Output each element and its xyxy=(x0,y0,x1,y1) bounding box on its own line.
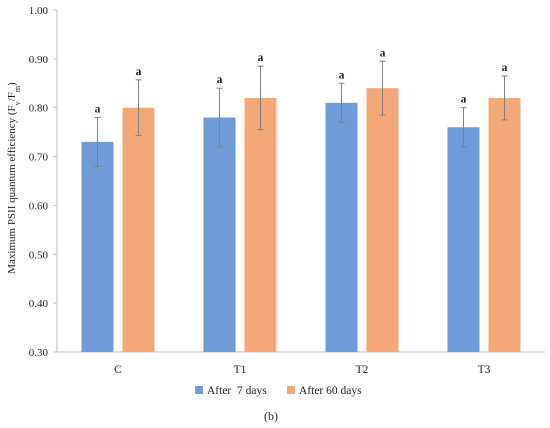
error-bar xyxy=(257,65,264,131)
y-tick-label: 0.60 xyxy=(29,200,49,212)
y-tick-label: 0.70 xyxy=(29,152,49,164)
bar-after-7-days-t3 xyxy=(447,127,480,352)
significance-label: a xyxy=(258,52,264,64)
significance-labels: a a a a a a a a xyxy=(95,47,508,115)
bar-after-60-days-t3 xyxy=(488,97,521,352)
significance-label: a xyxy=(380,47,386,59)
significance-label: a xyxy=(95,103,101,115)
y-axis-label-main: Maximum PSII quantum efficiency (F xyxy=(6,105,18,273)
significance-label: a xyxy=(217,74,223,86)
y-tick-label: 0.80 xyxy=(29,103,49,115)
x-tick-label: T2 xyxy=(356,364,369,376)
x-tick-label: T3 xyxy=(478,364,491,376)
y-axis-label-mid: /F xyxy=(6,92,18,101)
error-bar xyxy=(338,82,345,123)
bar-after-60-days-t1 xyxy=(244,97,277,352)
legend-label-series-1: After 7 days xyxy=(207,385,267,397)
y-tick-label: 0.40 xyxy=(29,298,49,310)
error-bar xyxy=(94,116,101,167)
x-tick-label: T1 xyxy=(234,364,247,376)
significance-label: a xyxy=(502,62,508,74)
significance-label: a xyxy=(339,69,345,81)
bar-after-60-days-t2 xyxy=(366,88,399,353)
significance-label: a xyxy=(136,66,142,78)
bars xyxy=(81,88,521,353)
y-tick-label: 0.50 xyxy=(29,249,49,261)
significance-label: a xyxy=(461,94,467,106)
y-tick-labels: 0.30 0.40 0.50 0.60 0.70 0.80 0.90 1.00 xyxy=(29,5,57,359)
legend-swatch-series-1 xyxy=(195,386,203,394)
error-bar xyxy=(135,79,142,137)
bar-after-7-days-t2 xyxy=(325,102,358,352)
legend-label-series-2: After 60 days xyxy=(299,385,362,397)
error-bar xyxy=(379,60,386,116)
bar-after-7-days-c xyxy=(81,141,114,352)
bar-after-7-days-t1 xyxy=(203,117,236,352)
error-bars xyxy=(94,60,508,167)
error-bar xyxy=(216,87,223,148)
legend-swatch-series-2 xyxy=(287,386,295,394)
x-tick-labels: C T1 T2 T3 xyxy=(114,364,490,376)
y-axis-label: Maximum PSII quantum efficiency (Fv/Fm) xyxy=(6,82,22,274)
bar-after-60-days-c xyxy=(122,107,155,352)
legend: After 7 days After 60 days xyxy=(195,385,362,397)
x-tick-label: C xyxy=(114,364,122,376)
y-axis-label-sub-m: m xyxy=(13,85,22,92)
error-bar xyxy=(501,75,508,121)
error-bar xyxy=(460,107,467,148)
y-axis-label-sub-v: v xyxy=(13,101,22,105)
y-tick-label: 1.00 xyxy=(29,5,49,17)
y-tick-label: 0.30 xyxy=(29,347,49,359)
y-tick-label: 0.90 xyxy=(29,54,49,66)
y-axis-label-end: ) xyxy=(6,82,18,86)
figure-caption: (b) xyxy=(264,409,278,423)
